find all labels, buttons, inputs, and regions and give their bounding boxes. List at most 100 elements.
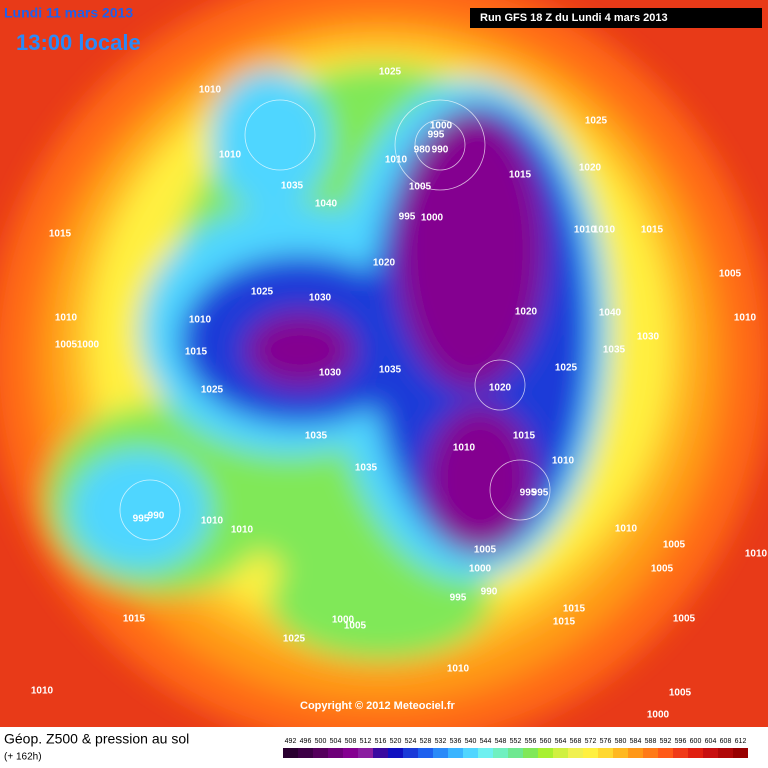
isobar-label: 1025 <box>201 385 224 396</box>
colorbar-label: 608 <box>720 738 732 745</box>
isobar-label: 1005 <box>719 269 742 280</box>
colorbar-swatch <box>283 748 298 758</box>
isobar-label: 1025 <box>283 634 306 645</box>
isobar-label: 1015 <box>513 431 536 442</box>
colorbar-swatch <box>688 748 703 758</box>
isobar-label: 1010 <box>199 85 222 96</box>
colorbar-label: 584 <box>630 738 642 745</box>
isobar-label: 1000 <box>77 340 100 351</box>
isobar-label: 1010 <box>231 525 254 536</box>
isobar-label: 1010 <box>552 456 575 467</box>
colorbar-label: 564 <box>555 738 567 745</box>
isobar-label: 1010 <box>55 313 78 324</box>
isobar-label: 1020 <box>515 307 538 318</box>
isobar-label: 1000 <box>469 564 492 575</box>
isobar-label: 1010 <box>201 516 224 527</box>
isobar-label: 1005 <box>474 545 497 556</box>
local-time: 13:00 locale <box>16 30 141 55</box>
isobar-label: 995 <box>532 488 549 499</box>
colorbar-swatch <box>673 748 688 758</box>
colorbar-label: 524 <box>405 738 417 745</box>
isobar-label: 995 <box>520 488 537 499</box>
isobar-label: 1005 <box>651 564 674 575</box>
colorbar-swatch <box>493 748 508 758</box>
footer-bar <box>0 727 768 768</box>
isobar-label: 1010 <box>745 549 768 560</box>
isobar-label: 1020 <box>489 383 512 394</box>
colorbar-swatch <box>718 748 733 758</box>
isobar-label: 1015 <box>553 617 576 628</box>
colorbar-swatch <box>538 748 553 758</box>
colorbar-label: 504 <box>330 738 342 745</box>
colorbar-label: 540 <box>465 738 477 745</box>
colorbar-swatch <box>358 748 373 758</box>
colorbar-swatch <box>298 748 313 758</box>
isobar-label: 1035 <box>379 365 402 376</box>
footer-title: Géop. Z500 & pression au sol <box>4 731 189 747</box>
colorbar-label: 588 <box>645 738 657 745</box>
isobar-label: 1010 <box>574 225 597 236</box>
colorbar-label: 520 <box>390 738 402 745</box>
isobar-label: 1010 <box>385 155 408 166</box>
isobar-label: 1010 <box>219 150 242 161</box>
isobar-label: 1020 <box>579 163 602 174</box>
colorbar-swatch <box>478 748 493 758</box>
colorbar-label: 544 <box>480 738 492 745</box>
isobar-label: 1010 <box>615 524 638 535</box>
colorbar-swatch <box>463 748 478 758</box>
isobar-label: 1040 <box>599 308 622 319</box>
geopotential-field <box>0 0 768 750</box>
colorbar-label: 492 <box>285 738 297 745</box>
isobar-label: 1005 <box>663 540 686 551</box>
isobar-label: 1010 <box>453 443 476 454</box>
colorbar-swatch <box>523 748 538 758</box>
colorbar-swatch <box>343 748 358 758</box>
isobar-label: 1000 <box>421 213 444 224</box>
isobar-label: 1010 <box>31 686 54 697</box>
colorbar-label: 552 <box>510 738 522 745</box>
isobar-label: 1025 <box>555 363 578 374</box>
colorbar-label: 592 <box>660 738 672 745</box>
isobar-label: 1010 <box>189 315 212 326</box>
isobar-label: 1010 <box>734 313 757 324</box>
colorbar-label: 560 <box>540 738 552 745</box>
isobar-label: 990 <box>148 511 165 522</box>
isobar-label: 1035 <box>281 181 304 192</box>
colorbar-label: 512 <box>360 738 372 745</box>
run-box <box>470 8 762 28</box>
colorbar-swatch <box>373 748 388 758</box>
colorbar-swatch <box>583 748 598 758</box>
colorbar-swatch <box>568 748 583 758</box>
isobar-label: 1015 <box>49 229 72 240</box>
isobar-label: 990 <box>481 587 498 598</box>
colorbar-swatch <box>628 748 643 758</box>
isobar-label: 1015 <box>641 225 664 236</box>
isobar-label: 1035 <box>603 345 626 356</box>
isobar-label: 1010 <box>593 225 616 236</box>
isobar-label: 995 <box>428 130 445 141</box>
isobar-label: 1000 <box>647 710 670 721</box>
colorbar-swatch <box>553 748 568 758</box>
isobar-label: 1000 <box>332 615 355 626</box>
isobar-label: 1015 <box>563 604 586 615</box>
colorbar-swatch <box>418 748 433 758</box>
colorbar-label: 556 <box>525 738 537 745</box>
copyright: Copyright © 2012 Meteociel.fr <box>300 700 456 712</box>
colorbar-label: 500 <box>315 738 327 745</box>
colorbar-label: 576 <box>600 738 612 745</box>
colorbar-label: 600 <box>690 738 702 745</box>
colorbar-swatch <box>433 748 448 758</box>
colorbar-swatch <box>328 748 343 758</box>
isobar-label: 1040 <box>315 199 338 210</box>
colorbar-swatch <box>448 748 463 758</box>
colorbar-label: 508 <box>345 738 357 745</box>
colorbar-swatch <box>613 748 628 758</box>
colorbar-label: 496 <box>300 738 312 745</box>
isobar-label: 995 <box>399 212 416 223</box>
colorbar-swatch <box>733 748 748 758</box>
isobar-label: 1025 <box>379 67 402 78</box>
isobar-label: 1015 <box>509 170 532 181</box>
isobar-label: 1035 <box>305 431 328 442</box>
